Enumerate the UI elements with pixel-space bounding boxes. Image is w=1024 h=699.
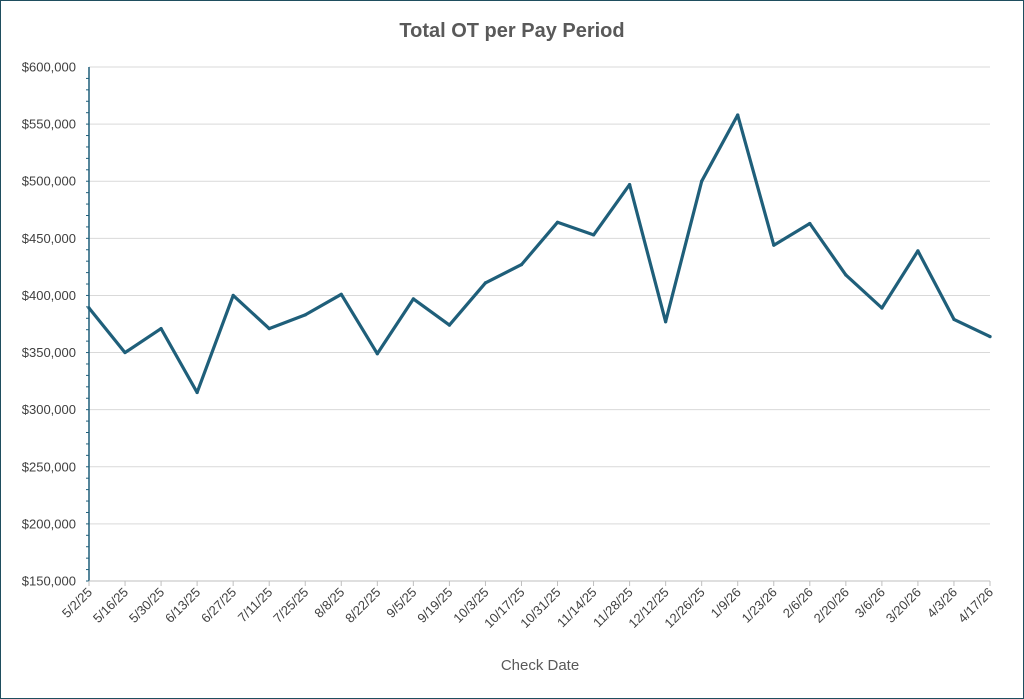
data-point [231, 293, 235, 298]
y-tick-label: $300,000 [22, 402, 76, 417]
series-layer [87, 113, 992, 395]
y-tick-label: $500,000 [22, 174, 76, 189]
x-tick-label: 10/31/25 [517, 585, 563, 631]
data-point [87, 306, 91, 310]
data-point [339, 292, 343, 296]
data-point [844, 273, 848, 277]
data-point [700, 179, 704, 183]
data-point [591, 233, 596, 237]
x-tick-label: 9/19/25 [414, 585, 455, 626]
data-point [988, 334, 992, 339]
x-tick-label: 5/16/25 [90, 585, 131, 626]
data-point [411, 297, 415, 301]
y-tick-label: $550,000 [22, 117, 76, 132]
data-point [555, 220, 560, 224]
data-point [628, 183, 632, 187]
data-point [808, 221, 812, 226]
data-point [664, 320, 668, 324]
data-point [123, 350, 127, 355]
x-tick-label: 8/22/25 [342, 585, 383, 626]
series-line [87, 113, 992, 395]
data-point [916, 249, 920, 253]
data-point [880, 306, 884, 310]
data-point [447, 323, 451, 327]
y-tick-label: $450,000 [22, 231, 76, 246]
x-axis-label: Check Date [501, 657, 579, 674]
x-tick-label: 1/23/26 [739, 585, 780, 626]
data-point [519, 263, 524, 267]
x-tick-label: 7/11/25 [235, 585, 276, 626]
data-point [952, 317, 956, 322]
data-point [267, 326, 271, 331]
x-tick-label: 2/20/26 [811, 585, 852, 626]
y-tick-label: $400,000 [22, 288, 76, 303]
y-tick-label: $250,000 [22, 459, 76, 474]
data-point [736, 113, 740, 117]
x-tick-label: 12/26/25 [661, 585, 707, 631]
data-point [483, 281, 488, 285]
x-tick-label: 4/17/26 [955, 585, 996, 626]
data-point [159, 326, 163, 331]
x-tick-label: 5/30/25 [126, 585, 167, 626]
data-point [772, 243, 776, 247]
axes [86, 67, 990, 582]
chart-title: Total OT per Pay Period [399, 20, 624, 42]
x-tick-label: 3/20/26 [883, 585, 924, 626]
y-tick-label: $150,000 [22, 574, 76, 589]
x-axis-ticks: 5/2/255/16/255/30/256/13/256/27/257/11/2… [59, 581, 996, 631]
data-point [303, 313, 307, 317]
x-tick-label: 6/27/25 [198, 585, 239, 626]
gridlines [89, 66, 990, 525]
y-tick-label: $350,000 [22, 345, 76, 360]
y-axis-ticks: $150,000 $200,000 $250,000 $300,000 $350,000… [22, 60, 76, 589]
y-tick-label: $600,000 [22, 60, 76, 75]
y-tick-label: $200,000 [22, 516, 76, 531]
data-point [375, 352, 379, 356]
x-tick-label: 7/25/25 [270, 585, 311, 626]
x-tick-label: 6/13/25 [162, 585, 203, 626]
data-point [195, 390, 199, 395]
